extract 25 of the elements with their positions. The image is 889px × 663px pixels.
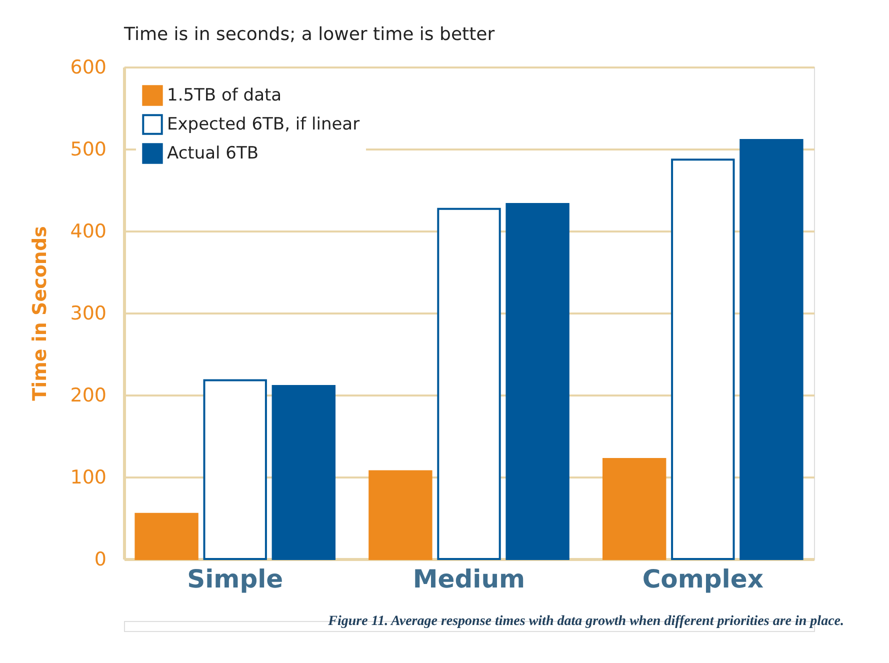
y-tick-label: 500 [70, 138, 106, 160]
x-tick-label: Complex [642, 564, 764, 594]
x-tick-label: Simple [187, 564, 284, 594]
y-tick-label: 600 [70, 56, 106, 78]
chart-title: Time is in seconds; a lower time is better [123, 24, 496, 45]
legend-label: Actual 6TB [167, 144, 259, 164]
bar [203, 379, 267, 560]
bar [272, 384, 336, 560]
y-tick-label: 400 [70, 220, 106, 242]
legend-label: 1.5TB of data [167, 86, 282, 106]
bar [437, 208, 501, 560]
bar [134, 512, 198, 560]
bar [671, 158, 735, 560]
bar [506, 202, 570, 560]
y-tick-label: 0 [94, 548, 106, 570]
bar [602, 458, 666, 560]
bar [368, 470, 432, 560]
bar [740, 138, 804, 560]
legend-label: Expected 6TB, if linear [167, 114, 360, 134]
x-tick-label: Medium [412, 564, 526, 594]
y-tick-label: 100 [70, 466, 106, 488]
caption: Figure 11. Average response times with data growth when different priorities are in place. [327, 614, 844, 629]
y-tick-label: 200 [70, 384, 106, 406]
y-axis-title: Time in Seconds [29, 226, 52, 401]
y-tick-label: 300 [70, 302, 106, 324]
